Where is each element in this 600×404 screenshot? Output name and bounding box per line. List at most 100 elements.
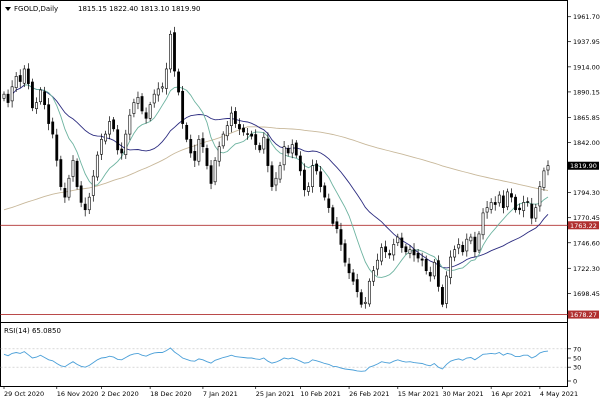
candle-body (22, 68, 26, 84)
candle-body (63, 188, 67, 198)
price-tick-label: 1842.00 (573, 139, 600, 147)
candle-body (323, 185, 327, 198)
candle (278, 161, 282, 183)
candle-body (30, 81, 34, 109)
candle (307, 182, 310, 196)
candle-body (485, 207, 489, 213)
candle (193, 144, 197, 167)
candle (242, 124, 245, 136)
candle-body (347, 263, 351, 274)
rsi-indicator (0, 347, 568, 372)
candle (315, 160, 319, 175)
candle-body (400, 237, 404, 248)
candle (266, 132, 270, 173)
candle-body (152, 93, 156, 104)
candle (501, 190, 505, 214)
candle (372, 265, 375, 286)
candle-body (238, 124, 241, 130)
candle-body (116, 129, 120, 151)
candle-body (270, 165, 274, 187)
hline-price-label: 1763.22 (570, 222, 597, 230)
candle-body (331, 207, 335, 224)
candle-body (75, 160, 79, 187)
candle-body (43, 91, 47, 105)
main-pane-frame (0, 0, 568, 342)
candle (388, 249, 392, 259)
candle (104, 130, 107, 145)
price-tick-label: 1746.60 (573, 239, 600, 247)
candle-body (262, 136, 266, 150)
candles (2, 26, 550, 309)
candle-body (189, 139, 193, 154)
candle-body (518, 207, 521, 211)
candle-body (26, 68, 30, 84)
candle-body (359, 292, 363, 305)
dropdown-triangle-icon[interactable] (5, 7, 11, 11)
candle (445, 271, 448, 309)
candle-body (302, 169, 306, 191)
candle-body (254, 134, 258, 145)
candle (518, 203, 521, 215)
candle (132, 98, 136, 118)
candle (343, 239, 347, 267)
candle (404, 243, 408, 255)
price-tick-label: 1698.45 (573, 290, 600, 298)
candle (489, 198, 493, 214)
candle-body (132, 102, 136, 114)
candle-body (424, 259, 428, 272)
candle (351, 269, 355, 286)
candle (282, 141, 286, 171)
candle-body (164, 68, 168, 89)
candle (327, 193, 331, 213)
candle (83, 197, 87, 217)
candle-body (112, 119, 116, 130)
candle (6, 89, 10, 108)
candle-body (432, 262, 436, 277)
candle (497, 191, 501, 207)
candle-body (278, 165, 282, 180)
candle (55, 128, 59, 167)
candle-body (501, 195, 505, 208)
rsi-line (3, 347, 549, 372)
candle (10, 80, 14, 108)
candle (290, 139, 294, 159)
candle (416, 249, 420, 263)
rsi-tick-label: 50 (573, 355, 581, 363)
candle (465, 233, 469, 257)
candle-body (221, 133, 225, 147)
candle-body (510, 193, 513, 198)
candle (461, 241, 465, 256)
candle (294, 140, 298, 158)
rsi-tick-label: 30 (573, 364, 581, 372)
candle (436, 255, 440, 292)
time-tick-label: 16 Nov 2020 (57, 390, 99, 398)
candle-body (441, 287, 444, 305)
candle-body (282, 146, 286, 166)
candle (140, 93, 144, 115)
candle (136, 91, 140, 110)
candle (144, 107, 148, 124)
candle-body (372, 270, 375, 282)
candle-body (95, 154, 99, 178)
candle-body (91, 175, 95, 196)
candle-body (286, 148, 290, 154)
candle (197, 135, 201, 166)
candle (67, 174, 71, 201)
price-axis: 1961.70 1937.95 1914.00 1890.15 1865.85 1842.… (568, 13, 600, 386)
candle-body (205, 148, 209, 166)
time-axis: 29 Oct 2020 16 Nov 2020 2 Dec 2020 18 Dec 2… (3, 386, 578, 398)
candle (376, 253, 379, 276)
candle-body (489, 202, 493, 210)
price-tick-label: 1937.95 (573, 38, 600, 46)
candle-body (388, 253, 392, 256)
candle-body (83, 203, 87, 211)
candle-body (319, 171, 323, 187)
candle (112, 116, 116, 132)
candle (22, 65, 26, 88)
horizontal-lines (0, 224, 568, 315)
candle (87, 192, 91, 215)
candle (71, 155, 75, 182)
candle-body (233, 111, 237, 124)
candle-body (71, 160, 75, 177)
